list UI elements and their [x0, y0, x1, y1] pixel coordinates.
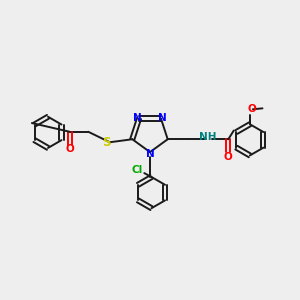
Text: N: N [158, 112, 167, 123]
Text: Cl: Cl [132, 165, 143, 175]
Text: N: N [146, 148, 154, 159]
Text: O: O [224, 152, 233, 162]
Text: O: O [247, 104, 256, 114]
Text: NH: NH [199, 132, 216, 142]
Text: N: N [133, 112, 142, 123]
Text: S: S [102, 136, 110, 149]
Text: O: O [65, 144, 74, 154]
